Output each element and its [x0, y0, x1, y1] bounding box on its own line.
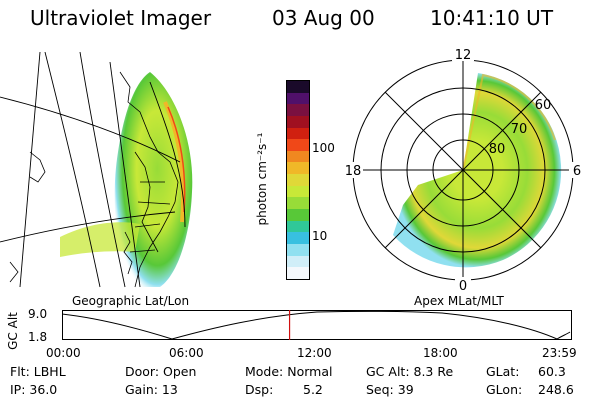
colorbar-unit-label: photon cm⁻²s⁻¹ [255, 132, 269, 226]
gcalt-info: GC Alt: 8.3 Re [366, 364, 454, 379]
apex-label: Apex MLat/MLT [414, 294, 504, 308]
door-info: Door: Open [125, 364, 197, 379]
timeline-tick-0000: 00:00 [46, 346, 81, 360]
timeline-ymax: 9.0 [28, 307, 48, 321]
mlt-label-12: 12 [455, 48, 472, 63]
mlt-label-6: 6 [573, 164, 581, 179]
mode-info: Mode: Normal [245, 364, 333, 379]
colorbar-segment [287, 209, 309, 221]
timeline-ylabel: GC Alt [6, 312, 20, 350]
colorbar-segment [287, 115, 309, 128]
colorbar-segment [287, 243, 309, 256]
timeline-tick-0600: 06:00 [169, 346, 204, 360]
dsp-value: 5.2 [303, 382, 323, 397]
polar-plot-panel: 12 18 6 0 60 70 80 [341, 47, 583, 294]
glat-value: 60.3 [538, 364, 566, 379]
date-label: 03 Aug 00 [272, 6, 375, 30]
timeline-tick-2359: 23:59 [542, 346, 577, 360]
timeline-tick-1800: 18:00 [423, 346, 458, 360]
geographic-label: Geographic Lat/Lon [72, 294, 190, 308]
lat-label-70: 70 [511, 122, 528, 137]
mlt-label-18: 18 [345, 164, 362, 179]
colorbar-segment [287, 162, 309, 175]
timeline-ymin: 1.8 [28, 330, 48, 344]
dsp-label: Dsp: [245, 382, 274, 397]
colorbar-segment [287, 232, 309, 244]
gain-info: Gain: 13 [125, 382, 178, 397]
colorbar-segment [287, 185, 309, 198]
colorbar-segment [287, 150, 309, 163]
glon-value: 248.6 [538, 382, 574, 397]
colorbar-segment [287, 197, 309, 210]
colorbar-segment [287, 139, 309, 151]
colorbar-segment [287, 81, 309, 93]
colorbar-segment [287, 92, 309, 105]
glon-label: GLon: [486, 382, 523, 397]
colorbar-segment [287, 104, 309, 116]
seq-info: Seq: 39 [366, 382, 414, 397]
timeline-plot [62, 310, 572, 340]
colorbar-segment [287, 255, 309, 268]
orbit-altitude-curve [62, 310, 571, 340]
colorbar-segment [287, 174, 309, 186]
colorbar-unit-wrapper: photon cm⁻²s⁻¹ [252, 80, 272, 280]
instrument-title: Ultraviolet Imager [30, 6, 212, 30]
colorbar [286, 80, 310, 280]
geographic-image-panel [0, 52, 193, 288]
time-label: 10:41:10 UT [430, 6, 554, 30]
timeline-tick-1200: 12:00 [297, 346, 332, 360]
lat-label-80: 80 [489, 142, 506, 157]
colorbar-tick-10: 10 [312, 229, 328, 243]
timeline-ylabel-wrapper: GC Alt [0, 312, 28, 352]
glat-label: GLat: [486, 364, 520, 379]
colorbar-segment [287, 267, 309, 279]
colorbar-tick-100: 100 [312, 141, 335, 155]
mlt-label-0: 0 [459, 279, 467, 294]
colorbar-segment [287, 220, 309, 233]
ip-info: IP: 36.0 [10, 382, 58, 397]
flt-info: Flt: LBHL [10, 364, 66, 379]
lat-label-60: 60 [535, 98, 552, 113]
colorbar-segment [287, 127, 309, 140]
